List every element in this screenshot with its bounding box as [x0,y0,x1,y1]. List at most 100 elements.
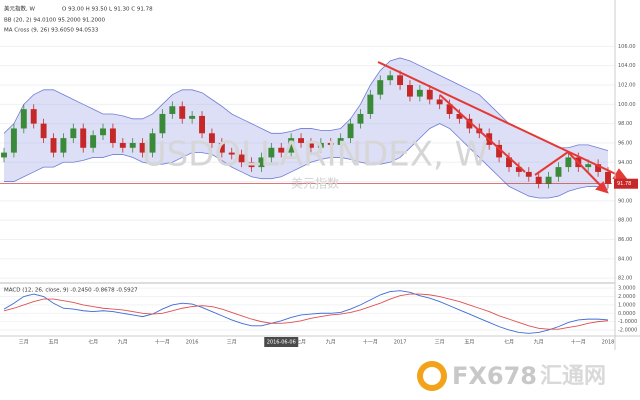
y-tick-label: 98.00 [618,121,632,127]
bollinger-band-fill [4,57,608,199]
x-tick-label: 十一月 [363,339,378,346]
ohlc-legend: O 93.00 H 93.50 L 91.30 C 91.78 [62,7,153,13]
y-tick-label: 104.00 [618,63,636,69]
candle-body [218,142,225,153]
y-tick-label: 1.0000 [618,302,636,308]
x-tick-label: 七月 [88,339,98,346]
macd-legend: MACD (12, 26, close, 9) -0.2450 -0.8678 … [4,288,138,294]
y-tick-label: 86.00 [618,237,632,243]
candle-body [555,167,562,177]
candle-body [397,75,404,85]
y-tick-label: 3.0000 [618,286,636,292]
price-badge [614,178,638,189]
x-tick-label: 十一月 [155,339,170,346]
candle-body [189,115,196,119]
watermark-name: 美元指数 [291,176,339,191]
x-tick-label: 九月 [118,339,128,346]
candle-body [317,142,324,148]
y-tick-label: 82.00 [618,276,632,282]
candle-body [525,171,532,177]
y-tick-label: 88.00 [618,218,632,224]
candle-body [129,142,136,148]
trend-line [534,151,569,176]
x-tick-label: 2017 [394,340,407,346]
trend-lines [377,61,629,194]
candle-body [436,99,443,105]
macd-line [3,290,609,334]
ma-legend: MA Cross (9, 26) 93.6050 94.0533 [4,28,99,34]
candle-body [367,94,374,114]
candle-body [545,176,552,184]
macd-line [3,293,609,330]
x-tick-label: 2016-06-06 [267,340,296,346]
x-tick-label: 五月 [49,340,59,346]
candle-body [149,133,156,153]
candle-body [1,152,7,158]
price-badge-label: 91.78 [617,181,631,187]
candle-body [20,109,27,129]
candle-body [80,128,87,148]
candle-body [327,142,334,145]
chart-bg [0,0,640,350]
candle-body [40,123,47,139]
candle-body [258,157,265,168]
candle-body [208,133,215,143]
logo-name: 汇通网 [540,364,606,389]
candle-body [288,138,295,153]
y-tick-label: 0.0000 [618,311,636,317]
candle-body [10,128,17,153]
x-tick-label: 十一月 [571,339,586,346]
x-tick-label: 五月 [464,340,474,346]
trend-line [567,151,604,189]
logo-brand: FX678 [452,362,537,390]
trend-line [377,61,621,177]
candle-body [307,142,314,148]
candle-body [357,113,364,124]
candle-body [426,89,433,100]
candle-body [100,128,106,136]
y-tick-label: 90.00 [618,198,632,204]
candle-body [387,75,394,81]
candle-body [605,171,611,184]
candle-body [139,142,146,153]
candle-body [90,135,97,148]
arrow-head [595,181,609,194]
candle-body [595,164,602,172]
y-tick-label: 2.0000 [618,294,636,300]
candle-body [119,142,126,148]
x-tick-label: 2016 [186,340,199,346]
y-tick-label: 102.00 [618,82,636,88]
candle-body [278,147,285,153]
bb-legend: BB (20, 2) 94.0100 95.2000 91.2000 [4,18,106,24]
candle-body [179,106,186,119]
bollinger-lower [4,123,609,199]
candle-body [50,138,57,153]
candle-body [337,138,344,145]
x-tick-label: 九月 [326,339,336,346]
y-tick-label: 84.00 [618,256,632,262]
candle-body [416,89,423,97]
y-tick-label: -1.0000 [618,319,637,325]
candle-body [30,109,37,124]
candle-body [496,144,503,158]
candle-body [228,152,235,155]
candle-body [565,157,572,168]
candle-body [199,115,205,134]
arrow-head [612,168,629,181]
candle-body [159,113,166,134]
y-tick-label: 100.00 [618,102,636,108]
x-tick-label: 三月 [227,340,237,346]
symbol-title: 美元指数, W [4,5,35,13]
candle-body [298,138,305,143]
y-tick-label: -2.0000 [618,327,637,333]
y-tick-label: 96.00 [618,140,632,146]
x-tick-label: 2018 [602,340,615,346]
candle-body [377,80,384,95]
y-tick-label: 106.00 [618,44,636,50]
candle-body [169,106,176,114]
trend-line [439,94,526,173]
logo-icon-inner [423,367,441,385]
candle-body [70,128,77,139]
